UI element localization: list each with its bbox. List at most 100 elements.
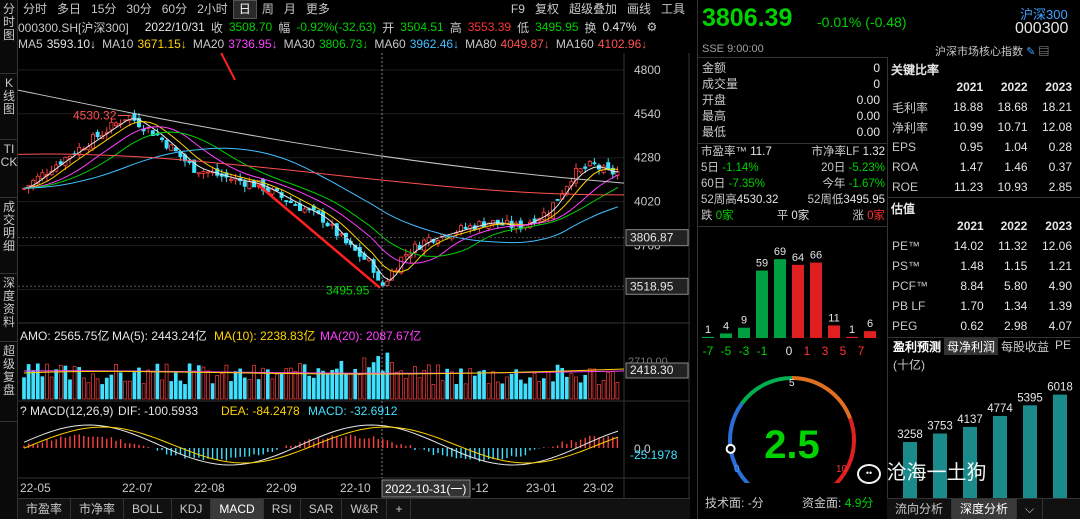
vtab-4[interactable]: 深度资料 bbox=[0, 274, 18, 342]
candle-body bbox=[491, 220, 496, 225]
table-cell: 10.71 bbox=[997, 120, 1028, 134]
gauge-indicator bbox=[725, 443, 736, 454]
volume-bar bbox=[169, 381, 174, 400]
ratios-title: 关键比率 bbox=[891, 63, 940, 77]
candle-body bbox=[247, 180, 252, 190]
quote-val: 0.00 bbox=[856, 93, 880, 107]
period-5[interactable]: 2小时 bbox=[197, 1, 228, 16]
indicator-tab-8[interactable]: + bbox=[387, 499, 412, 519]
volume-bar bbox=[413, 366, 417, 400]
forecast-tab-0[interactable]: 盈利预测 bbox=[893, 340, 942, 354]
period-9[interactable]: 更多 bbox=[305, 1, 330, 16]
period-6[interactable]: 日 bbox=[232, 0, 257, 19]
table-cell: 1.39 bbox=[1048, 299, 1072, 313]
candle-body bbox=[504, 220, 509, 224]
volume-bar bbox=[325, 372, 330, 400]
period-1[interactable]: 多日 bbox=[57, 1, 82, 16]
indicator-tab-0[interactable]: 市盈率 bbox=[18, 499, 72, 519]
score-gauge: 2.5 0 5 10 bbox=[725, 376, 856, 483]
settings-icon[interactable]: ⚙ bbox=[646, 20, 658, 34]
x-tick: 22-10 bbox=[340, 481, 371, 495]
amo-label: AMO: 2565.75亿 bbox=[20, 328, 109, 343]
quote-key: 开盘 bbox=[702, 93, 727, 107]
candle-body bbox=[109, 121, 114, 131]
tab-flow-analysis[interactable]: 流向分析 bbox=[887, 499, 953, 519]
menu-icon[interactable]: ▤ bbox=[1038, 46, 1050, 58]
dist-bin: -3 bbox=[739, 344, 750, 358]
indicator-tab-2[interactable]: BOLL bbox=[124, 499, 172, 519]
high-label: 高 bbox=[449, 20, 462, 35]
volume-bar bbox=[357, 374, 362, 400]
forecast-value: 6018 bbox=[1047, 382, 1073, 394]
period-3[interactable]: 30分 bbox=[126, 1, 152, 16]
macd-dea: DEA: -84.2478 bbox=[221, 404, 300, 418]
ma10-line bbox=[23, 121, 619, 273]
change-value: (-0.48) bbox=[865, 14, 907, 30]
amo-ma5: MA(5): 2443.24亿 bbox=[112, 328, 207, 343]
volume-bar bbox=[495, 381, 500, 400]
trend-arrow bbox=[257, 183, 381, 289]
vtab-3[interactable]: 成交明细 bbox=[0, 198, 18, 274]
volume-bar bbox=[104, 377, 109, 400]
volume-bar bbox=[482, 369, 486, 400]
y-tick: 4020 bbox=[634, 195, 661, 209]
ma-value-4: 3962.46↓ bbox=[409, 37, 460, 51]
period-7[interactable]: 周 bbox=[261, 1, 274, 16]
tool-1[interactable]: 复权 bbox=[534, 1, 559, 16]
open-value: 3504.51 bbox=[400, 20, 444, 34]
index-desc: 沪深市场核心指数 bbox=[935, 46, 1023, 58]
volume-bar bbox=[127, 380, 132, 400]
volume-bar bbox=[422, 370, 427, 400]
tool-0[interactable]: F9 bbox=[510, 1, 525, 16]
quote-row: 最低 0.00 bbox=[702, 124, 880, 140]
row-label: 净利率 bbox=[892, 120, 929, 135]
volume-bar bbox=[224, 364, 229, 400]
candle-body bbox=[380, 282, 385, 287]
forecast-tab-1[interactable]: 母净利润 bbox=[944, 338, 999, 355]
volume-bar bbox=[514, 369, 519, 400]
table-cell: 14.02 bbox=[953, 239, 984, 253]
forecast-tab-2[interactable]: 每股收益 bbox=[1001, 340, 1050, 354]
edit-icon[interactable]: ✎ bbox=[1026, 46, 1036, 58]
indicator-tab-6[interactable]: SAR bbox=[301, 499, 343, 519]
indicator-tab-5[interactable]: RSI bbox=[264, 499, 301, 519]
amo-tag-box bbox=[625, 362, 689, 379]
volume-bar bbox=[592, 368, 597, 400]
tool-2[interactable]: 超级叠加 bbox=[568, 1, 617, 16]
period-0[interactable]: 分时 bbox=[23, 1, 48, 16]
candle-body bbox=[403, 254, 408, 257]
indicator-tab-1[interactable]: 市净率 bbox=[71, 499, 125, 519]
volume-bar bbox=[210, 383, 215, 400]
chevron-down-icon[interactable]: ⌵ bbox=[1017, 499, 1044, 519]
volume-bar bbox=[109, 374, 114, 400]
volume-bar bbox=[146, 369, 151, 400]
vtab-0[interactable]: 分时图 bbox=[0, 0, 18, 74]
tab-depth-analysis[interactable]: 深度分析 bbox=[952, 499, 1018, 519]
indicator-tab-4[interactable]: MACD bbox=[211, 499, 264, 519]
table-cell: 0.62 bbox=[960, 319, 984, 333]
candle-body bbox=[555, 199, 560, 201]
indicator-tab-7[interactable]: W&R bbox=[342, 499, 388, 519]
kline-chart[interactable]: 4800454042804020376035003806.873518.9545… bbox=[18, 53, 690, 498]
tool-3[interactable]: 画线 bbox=[626, 1, 651, 16]
year-header: 2021 bbox=[956, 80, 984, 94]
forecast-tab-3[interactable]: PE bbox=[1055, 338, 1072, 352]
vtab-5[interactable]: 超级复盘 bbox=[0, 342, 18, 422]
dist-value: 64 bbox=[792, 252, 804, 264]
table-cell: 1.21 bbox=[1048, 259, 1072, 273]
header-blank bbox=[888, 77, 945, 97]
tool-4[interactable]: 工具 bbox=[660, 1, 685, 16]
volume-bar bbox=[187, 363, 192, 400]
period-4[interactable]: 60分 bbox=[161, 1, 188, 16]
volume-bar bbox=[265, 369, 270, 400]
vtab-1[interactable]: K线图 bbox=[0, 74, 18, 140]
volume-bar bbox=[31, 370, 36, 400]
quote-key: 最低 bbox=[702, 125, 727, 139]
vtab-2[interactable]: TICK bbox=[0, 140, 18, 198]
period-8[interactable]: 月 bbox=[283, 1, 296, 16]
forecast-value: 4137 bbox=[957, 414, 983, 426]
dist-bar bbox=[828, 325, 840, 338]
period-2[interactable]: 15分 bbox=[91, 1, 117, 16]
indicator-tab-3[interactable]: KDJ bbox=[172, 499, 212, 519]
volume-bar bbox=[279, 373, 284, 400]
